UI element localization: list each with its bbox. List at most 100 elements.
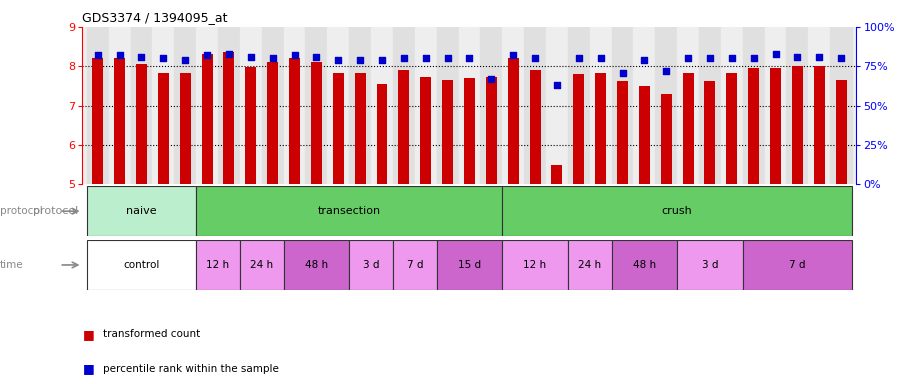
Bar: [765, 27, 787, 184]
Bar: [87, 240, 196, 290]
Bar: [136, 64, 147, 184]
Text: GDS3374 / 1394095_at: GDS3374 / 1394095_at: [82, 11, 228, 24]
Point: [288, 52, 302, 58]
Bar: [93, 58, 104, 184]
Text: transection: transection: [318, 206, 381, 216]
Bar: [437, 240, 502, 290]
Bar: [114, 58, 125, 184]
Bar: [87, 27, 109, 184]
Bar: [677, 27, 699, 184]
Bar: [617, 81, 628, 184]
Bar: [830, 27, 852, 184]
Bar: [721, 27, 743, 184]
Bar: [502, 240, 568, 290]
Point: [375, 57, 389, 63]
Point: [572, 55, 586, 61]
Point: [812, 54, 826, 60]
Text: percentile rank within the sample: percentile rank within the sample: [103, 364, 278, 374]
Bar: [595, 73, 606, 184]
Point: [134, 54, 148, 60]
Point: [659, 68, 673, 74]
Point: [266, 55, 280, 61]
Bar: [590, 27, 612, 184]
Bar: [568, 240, 612, 290]
Bar: [704, 81, 715, 184]
Bar: [196, 240, 240, 290]
Bar: [464, 78, 474, 184]
Text: 3 d: 3 d: [702, 260, 718, 270]
Point: [244, 54, 258, 60]
Bar: [568, 27, 590, 184]
Text: crush: crush: [661, 206, 692, 216]
Bar: [349, 240, 393, 290]
Text: 3 d: 3 d: [363, 260, 379, 270]
Bar: [524, 27, 546, 184]
Bar: [393, 27, 415, 184]
Bar: [284, 27, 305, 184]
Point: [178, 57, 192, 63]
Bar: [507, 58, 518, 184]
Bar: [529, 70, 540, 184]
Bar: [743, 27, 765, 184]
Bar: [808, 27, 830, 184]
Bar: [262, 27, 284, 184]
Point: [703, 55, 717, 61]
Bar: [726, 73, 737, 184]
Point: [769, 51, 783, 57]
Bar: [415, 27, 437, 184]
Bar: [376, 84, 387, 184]
Point: [725, 55, 739, 61]
Bar: [420, 77, 431, 184]
Bar: [398, 70, 409, 184]
Bar: [655, 27, 677, 184]
Bar: [502, 186, 852, 236]
Bar: [245, 68, 256, 184]
Text: 7 d: 7 d: [407, 260, 423, 270]
Bar: [87, 186, 196, 236]
Bar: [284, 240, 349, 290]
Bar: [677, 240, 743, 290]
Bar: [502, 27, 524, 184]
Point: [200, 52, 214, 58]
Bar: [699, 27, 721, 184]
Bar: [787, 27, 808, 184]
Bar: [480, 27, 502, 184]
Text: 12 h: 12 h: [206, 260, 230, 270]
Text: ■: ■: [82, 362, 94, 375]
Point: [834, 55, 848, 61]
Text: naive: naive: [126, 206, 157, 216]
Bar: [485, 77, 496, 184]
Point: [747, 55, 761, 61]
Text: 24 h: 24 h: [578, 260, 601, 270]
Bar: [612, 240, 677, 290]
Point: [594, 55, 608, 61]
Point: [616, 70, 630, 76]
Bar: [354, 73, 365, 184]
Bar: [813, 66, 824, 184]
Point: [484, 76, 498, 82]
Bar: [311, 62, 322, 184]
Bar: [180, 73, 191, 184]
Bar: [289, 58, 300, 184]
Point: [419, 55, 433, 61]
Bar: [835, 80, 846, 184]
Bar: [770, 68, 781, 184]
Text: control: control: [124, 260, 159, 270]
Point: [331, 57, 345, 63]
Point: [550, 82, 564, 88]
Text: 7 d: 7 d: [790, 260, 806, 270]
Bar: [158, 73, 169, 184]
Point: [506, 52, 520, 58]
Bar: [327, 27, 349, 184]
Bar: [459, 27, 480, 184]
Bar: [240, 27, 262, 184]
Point: [637, 57, 651, 63]
Bar: [305, 27, 327, 184]
Bar: [660, 94, 671, 184]
Point: [113, 52, 127, 58]
Point: [309, 54, 323, 60]
Point: [462, 55, 476, 61]
Bar: [573, 74, 584, 184]
Text: protocol: protocol: [0, 206, 43, 216]
Point: [91, 52, 105, 58]
